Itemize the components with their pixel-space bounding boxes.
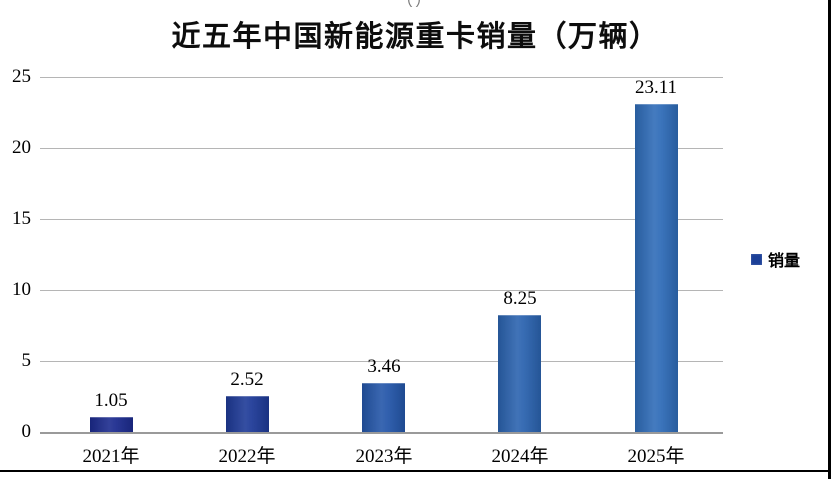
- bar-value-label: 23.11: [634, 77, 678, 98]
- bar-2025年: [635, 104, 678, 432]
- gridline-y-5: [40, 361, 723, 362]
- y-axis-tick-label: 5: [21, 350, 32, 371]
- bar-2021年: [90, 417, 133, 432]
- gridline-y-20: [40, 148, 723, 149]
- gridline-y-10: [40, 290, 723, 291]
- legend: 销量: [751, 247, 800, 271]
- bar-2024年: [498, 315, 541, 432]
- y-axis-tick-label: 15: [12, 208, 31, 229]
- legend-swatch-icon: [751, 253, 762, 265]
- x-axis-line: [40, 432, 723, 434]
- chart-title: 近五年中国新能源重卡销量（万辆）: [171, 21, 660, 53]
- y-axis-tick-label: 20: [12, 137, 31, 158]
- gridline-y-15: [40, 219, 723, 220]
- image-bottom-border: [0, 470, 831, 472]
- bar-value-label: 3.46: [367, 356, 401, 377]
- y-axis-tick-label: 0: [21, 421, 32, 442]
- x-axis-tick-label: 2021年: [82, 446, 140, 467]
- y-axis-tick-label: 25: [12, 66, 31, 87]
- x-axis-tick-label: 2024年: [491, 446, 549, 467]
- x-axis-tick-label: 2025年: [627, 446, 685, 467]
- bar-2022年: [226, 396, 269, 432]
- cropped-glyph-artifact-top: （）: [397, 0, 431, 7]
- gridline-y-25: [40, 77, 723, 78]
- x-axis-tick-label: 2023年: [355, 446, 413, 467]
- cropped-glyph-artifact-bottom: ︵: [414, 473, 438, 479]
- image-right-border: [828, 0, 831, 479]
- bar-value-label: 1.05: [94, 390, 128, 411]
- legend-series-label: 销量: [768, 253, 801, 270]
- bar-2023年: [362, 383, 405, 432]
- bar-value-label: 8.25: [503, 288, 537, 309]
- x-axis-tick-label: 2022年: [218, 446, 276, 467]
- bar-value-label: 2.52: [230, 369, 264, 390]
- y-axis-tick-label: 10: [12, 279, 31, 300]
